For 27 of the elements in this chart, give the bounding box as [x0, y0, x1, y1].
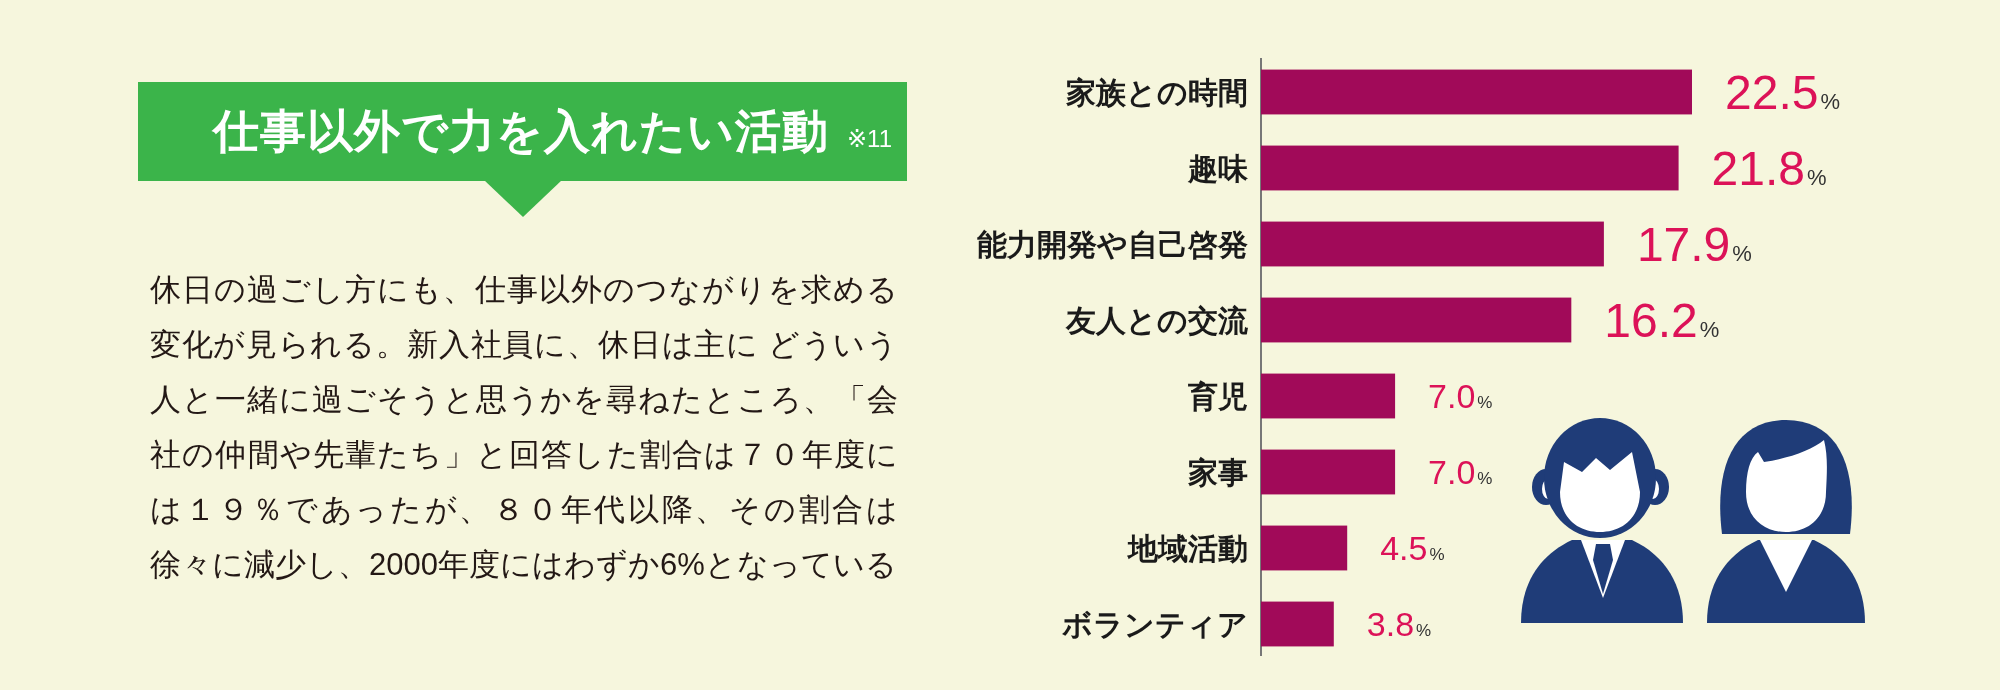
- y-tick-label: 家事: [1188, 455, 1248, 489]
- y-tick-label: 能力開発や自己啓発: [977, 227, 1248, 261]
- text: ※11: [847, 125, 893, 152]
- y-tick-label: 家族との時間: [1066, 75, 1248, 109]
- bar: [1261, 449, 1396, 495]
- text: 仕事以外で力を入れたい活動: [213, 105, 829, 157]
- y-tick-label: 友人との交流: [1065, 303, 1249, 337]
- data-label: 4.5%: [1380, 529, 1445, 568]
- data-label: 7.0%: [1428, 453, 1493, 492]
- y-tick-label: 育児: [1187, 379, 1248, 413]
- bar: [1261, 601, 1334, 647]
- data-label: 17.9%: [1636, 218, 1752, 272]
- bar: [1261, 221, 1604, 267]
- data-label: 22.5%: [1725, 66, 1840, 120]
- bar: [1261, 297, 1572, 343]
- y-tick-label: 地域活動: [1126, 531, 1248, 565]
- data-label: 7.0%: [1428, 377, 1493, 416]
- y-tick-label: ボランティア: [1062, 607, 1248, 641]
- data-label: 21.8%: [1711, 142, 1827, 196]
- data-label: 3.8%: [1366, 605, 1432, 644]
- bar: [1261, 525, 1348, 571]
- bar: [1261, 69, 1692, 115]
- bar: [1261, 373, 1396, 419]
- y-tick-label: 趣味: [1187, 151, 1249, 185]
- data-label: 16.2%: [1604, 294, 1720, 348]
- bar: [1261, 145, 1679, 191]
- text: 休日の過ごし方にも、仕事以外のつながりを求める変化が見られる。新入社員に、休日は主に どういう人と一緒に過ごそうと思うかを尋ねたところ、「会社の仲間や先輩たち」と回答した割合は７０年度には１９％であったが、８０年代以降、その割合は徐々に減少し、2000年度にはわずか6%となっている: [150, 271, 898, 584]
